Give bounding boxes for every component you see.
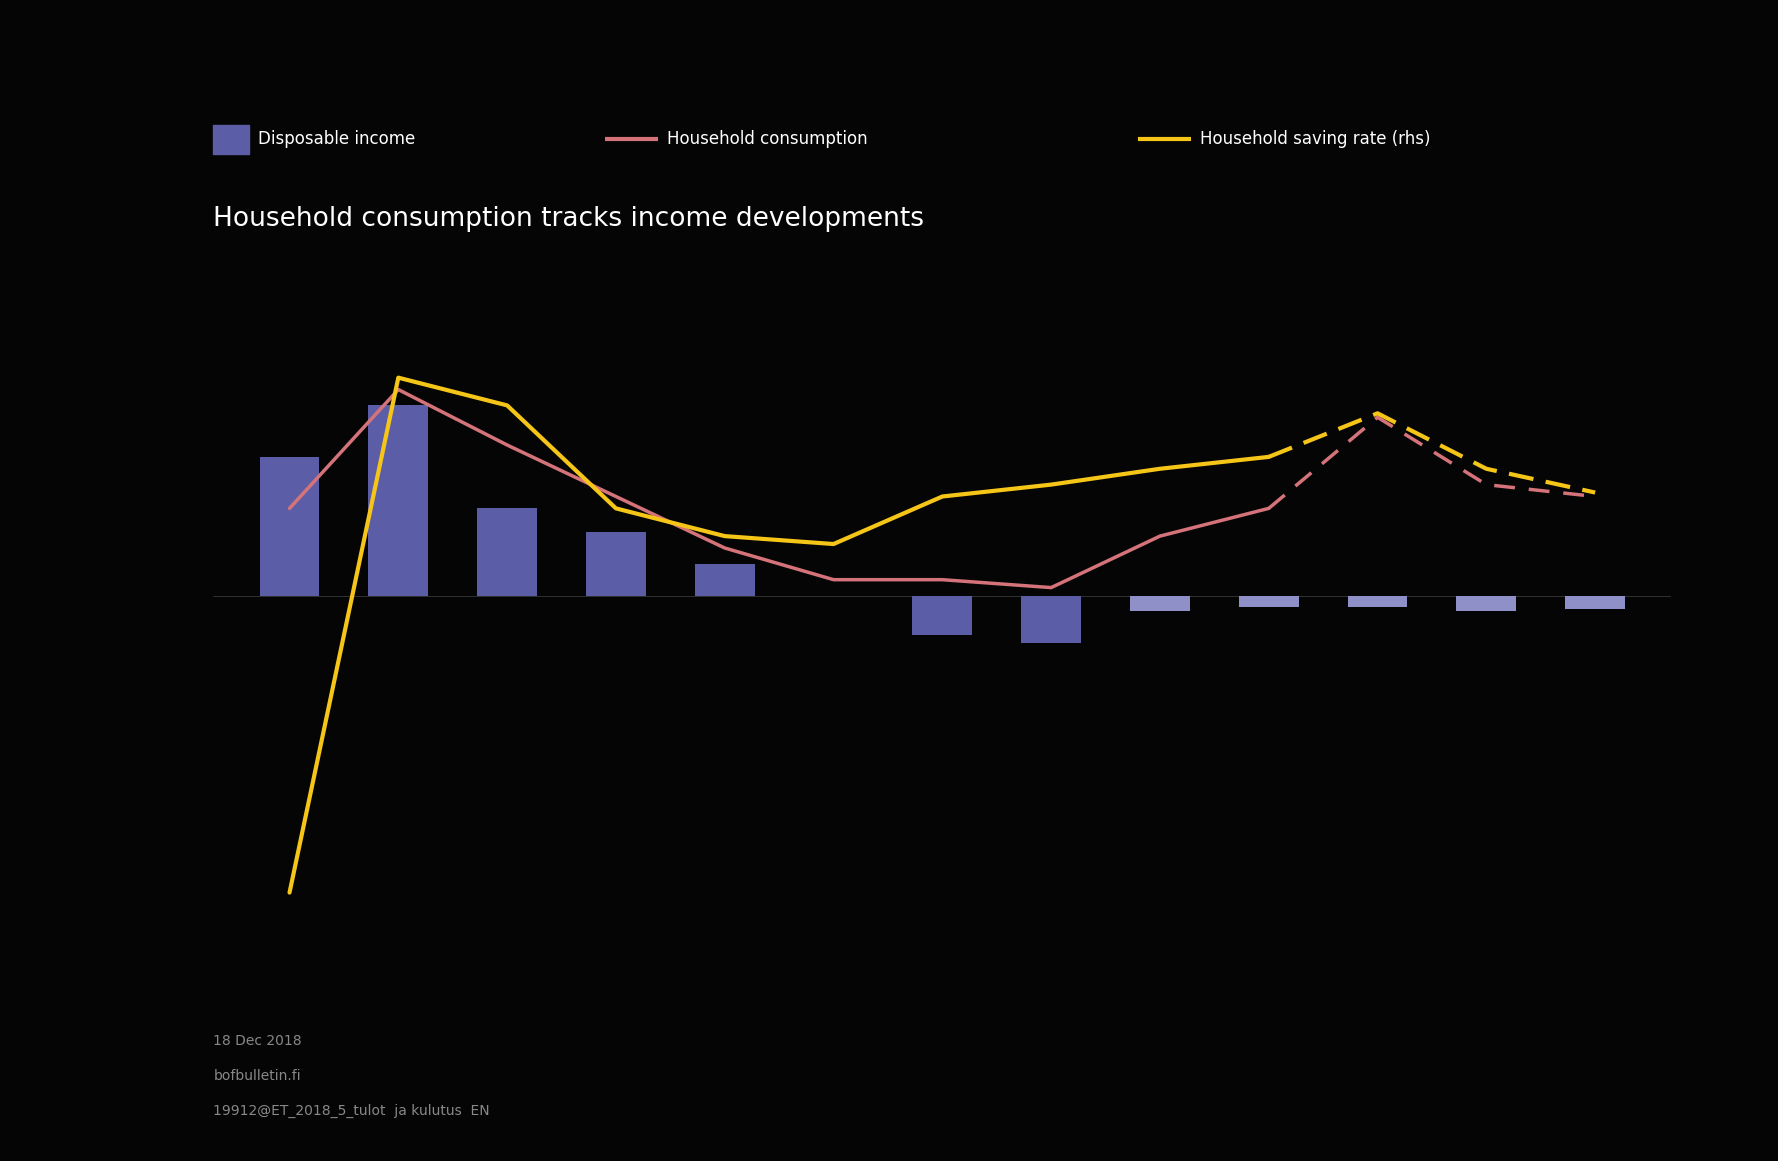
- Bar: [1131, 596, 1189, 612]
- Bar: [587, 532, 645, 596]
- Bar: [260, 457, 320, 596]
- Bar: [912, 596, 973, 635]
- Bar: [368, 405, 428, 596]
- Bar: [1565, 596, 1625, 610]
- Text: 18 Dec 2018: 18 Dec 2018: [213, 1034, 302, 1048]
- Text: 19912@ET_2018_5_tulot  ja kulutus  EN: 19912@ET_2018_5_tulot ja kulutus EN: [213, 1104, 491, 1118]
- Bar: [1239, 596, 1298, 607]
- Text: Household consumption: Household consumption: [667, 130, 868, 149]
- Bar: [1021, 596, 1081, 643]
- Text: Disposable income: Disposable income: [258, 130, 414, 149]
- Bar: [1456, 596, 1517, 612]
- Text: Household consumption tracks income developments: Household consumption tracks income deve…: [213, 207, 925, 232]
- Text: bofbulletin.fi: bofbulletin.fi: [213, 1069, 300, 1083]
- Bar: [477, 509, 537, 596]
- Text: Household saving rate (rhs): Household saving rate (rhs): [1200, 130, 1431, 149]
- Bar: [695, 564, 754, 596]
- Bar: [1348, 596, 1408, 607]
